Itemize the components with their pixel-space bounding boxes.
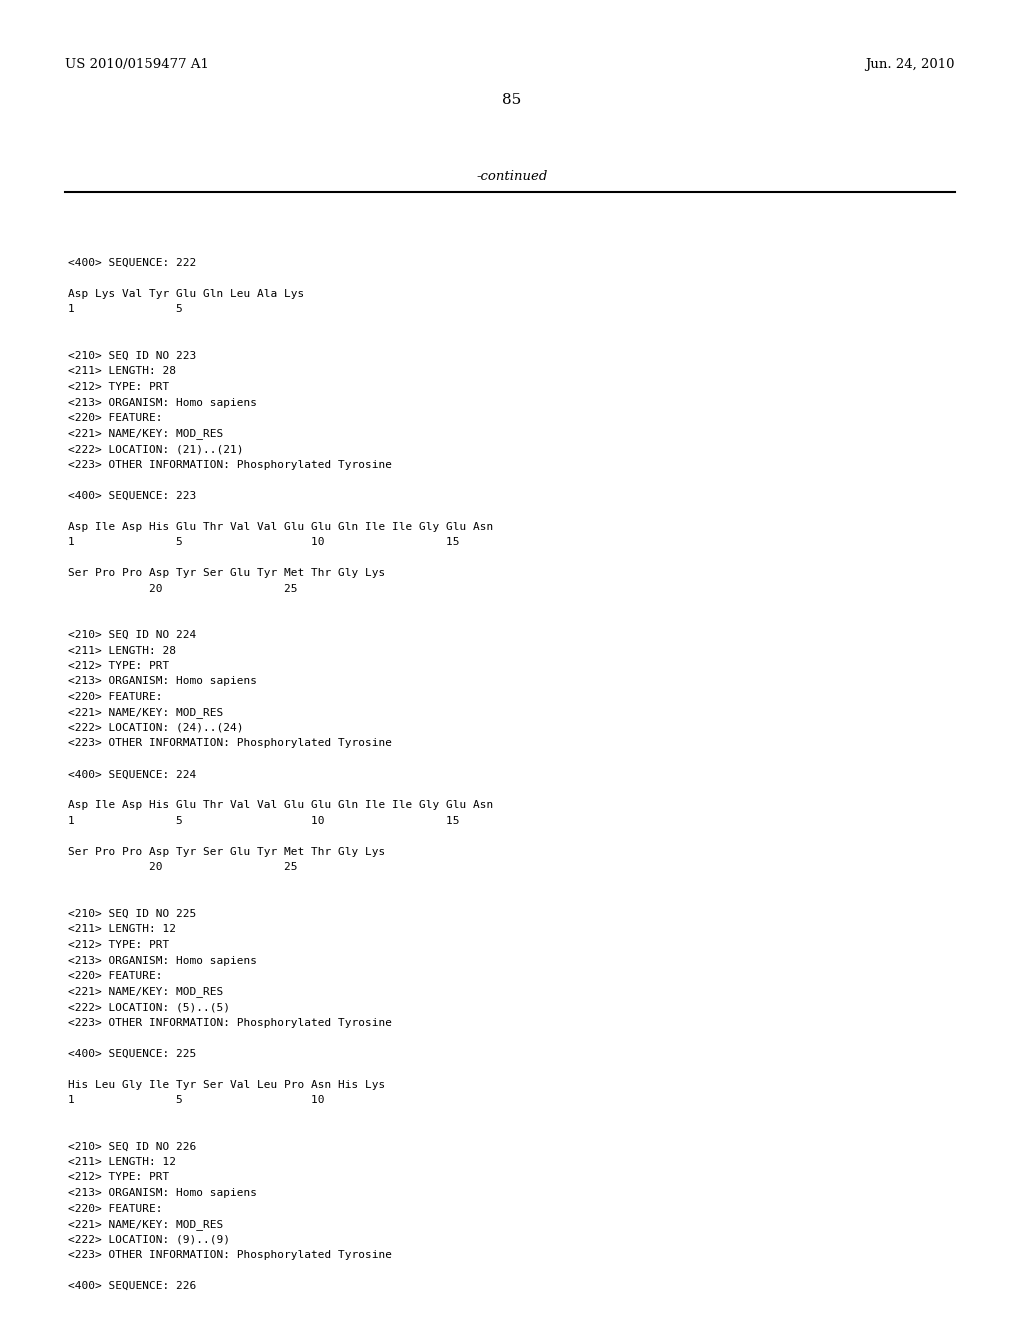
Text: 1               5                   10                  15: 1 5 10 15 [68,816,460,826]
Text: <210> SEQ ID NO 225: <210> SEQ ID NO 225 [68,909,197,919]
Text: His Leu Gly Ile Tyr Ser Val Leu Pro Asn His Lys: His Leu Gly Ile Tyr Ser Val Leu Pro Asn … [68,1080,385,1089]
Text: <210> SEQ ID NO 224: <210> SEQ ID NO 224 [68,630,197,640]
Text: Asp Ile Asp His Glu Thr Val Val Glu Glu Gln Ile Ile Gly Glu Asn: Asp Ile Asp His Glu Thr Val Val Glu Glu … [68,521,494,532]
Text: <213> ORGANISM: Homo sapiens: <213> ORGANISM: Homo sapiens [68,397,257,408]
Text: <210> SEQ ID NO 226: <210> SEQ ID NO 226 [68,1142,197,1151]
Text: <223> OTHER INFORMATION: Phosphorylated Tyrosine: <223> OTHER INFORMATION: Phosphorylated … [68,1250,392,1261]
Text: <220> FEATURE:: <220> FEATURE: [68,692,163,702]
Text: Jun. 24, 2010: Jun. 24, 2010 [865,58,955,71]
Text: <222> LOCATION: (5)..(5): <222> LOCATION: (5)..(5) [68,1002,230,1012]
Text: <212> TYPE: PRT: <212> TYPE: PRT [68,940,169,950]
Text: Asp Ile Asp His Glu Thr Val Val Glu Glu Gln Ile Ile Gly Glu Asn: Asp Ile Asp His Glu Thr Val Val Glu Glu … [68,800,494,810]
Text: <220> FEATURE:: <220> FEATURE: [68,1204,163,1213]
Text: 20                  25: 20 25 [68,862,298,873]
Text: <400> SEQUENCE: 224: <400> SEQUENCE: 224 [68,770,197,780]
Text: <221> NAME/KEY: MOD_RES: <221> NAME/KEY: MOD_RES [68,429,223,440]
Text: <221> NAME/KEY: MOD_RES: <221> NAME/KEY: MOD_RES [68,708,223,718]
Text: -continued: -continued [476,170,548,183]
Text: <212> TYPE: PRT: <212> TYPE: PRT [68,381,169,392]
Text: <400> SEQUENCE: 225: <400> SEQUENCE: 225 [68,1048,197,1059]
Text: Ser Pro Pro Asp Tyr Ser Glu Tyr Met Thr Gly Lys: Ser Pro Pro Asp Tyr Ser Glu Tyr Met Thr … [68,568,385,578]
Text: <211> LENGTH: 12: <211> LENGTH: 12 [68,924,176,935]
Text: 1               5                   10                  15: 1 5 10 15 [68,537,460,546]
Text: <223> OTHER INFORMATION: Phosphorylated Tyrosine: <223> OTHER INFORMATION: Phosphorylated … [68,459,392,470]
Text: 1               5                   10: 1 5 10 [68,1096,325,1105]
Text: <222> LOCATION: (9)..(9): <222> LOCATION: (9)..(9) [68,1234,230,1245]
Text: <400> SEQUENCE: 222: <400> SEQUENCE: 222 [68,257,197,268]
Text: <213> ORGANISM: Homo sapiens: <213> ORGANISM: Homo sapiens [68,676,257,686]
Text: <222> LOCATION: (24)..(24): <222> LOCATION: (24)..(24) [68,723,244,733]
Text: <400> SEQUENCE: 226: <400> SEQUENCE: 226 [68,1280,197,1291]
Text: <210> SEQ ID NO 223: <210> SEQ ID NO 223 [68,351,197,360]
Text: <221> NAME/KEY: MOD_RES: <221> NAME/KEY: MOD_RES [68,986,223,998]
Text: <211> LENGTH: 28: <211> LENGTH: 28 [68,645,176,656]
Text: <211> LENGTH: 12: <211> LENGTH: 12 [68,1158,176,1167]
Text: <223> OTHER INFORMATION: Phosphorylated Tyrosine: <223> OTHER INFORMATION: Phosphorylated … [68,1018,392,1027]
Text: US 2010/0159477 A1: US 2010/0159477 A1 [65,58,209,71]
Text: <213> ORGANISM: Homo sapiens: <213> ORGANISM: Homo sapiens [68,1188,257,1199]
Text: <221> NAME/KEY: MOD_RES: <221> NAME/KEY: MOD_RES [68,1218,223,1230]
Text: 1               5: 1 5 [68,305,182,314]
Text: <222> LOCATION: (21)..(21): <222> LOCATION: (21)..(21) [68,444,244,454]
Text: <223> OTHER INFORMATION: Phosphorylated Tyrosine: <223> OTHER INFORMATION: Phosphorylated … [68,738,392,748]
Text: <213> ORGANISM: Homo sapiens: <213> ORGANISM: Homo sapiens [68,956,257,965]
Text: Asp Lys Val Tyr Glu Gln Leu Ala Lys: Asp Lys Val Tyr Glu Gln Leu Ala Lys [68,289,304,300]
Text: <400> SEQUENCE: 223: <400> SEQUENCE: 223 [68,491,197,500]
Text: <212> TYPE: PRT: <212> TYPE: PRT [68,1172,169,1183]
Text: <211> LENGTH: 28: <211> LENGTH: 28 [68,367,176,376]
Text: 20                  25: 20 25 [68,583,298,594]
Text: 85: 85 [503,92,521,107]
Text: <212> TYPE: PRT: <212> TYPE: PRT [68,661,169,671]
Text: <220> FEATURE:: <220> FEATURE: [68,413,163,422]
Text: Ser Pro Pro Asp Tyr Ser Glu Tyr Met Thr Gly Lys: Ser Pro Pro Asp Tyr Ser Glu Tyr Met Thr … [68,847,385,857]
Text: <220> FEATURE:: <220> FEATURE: [68,972,163,981]
